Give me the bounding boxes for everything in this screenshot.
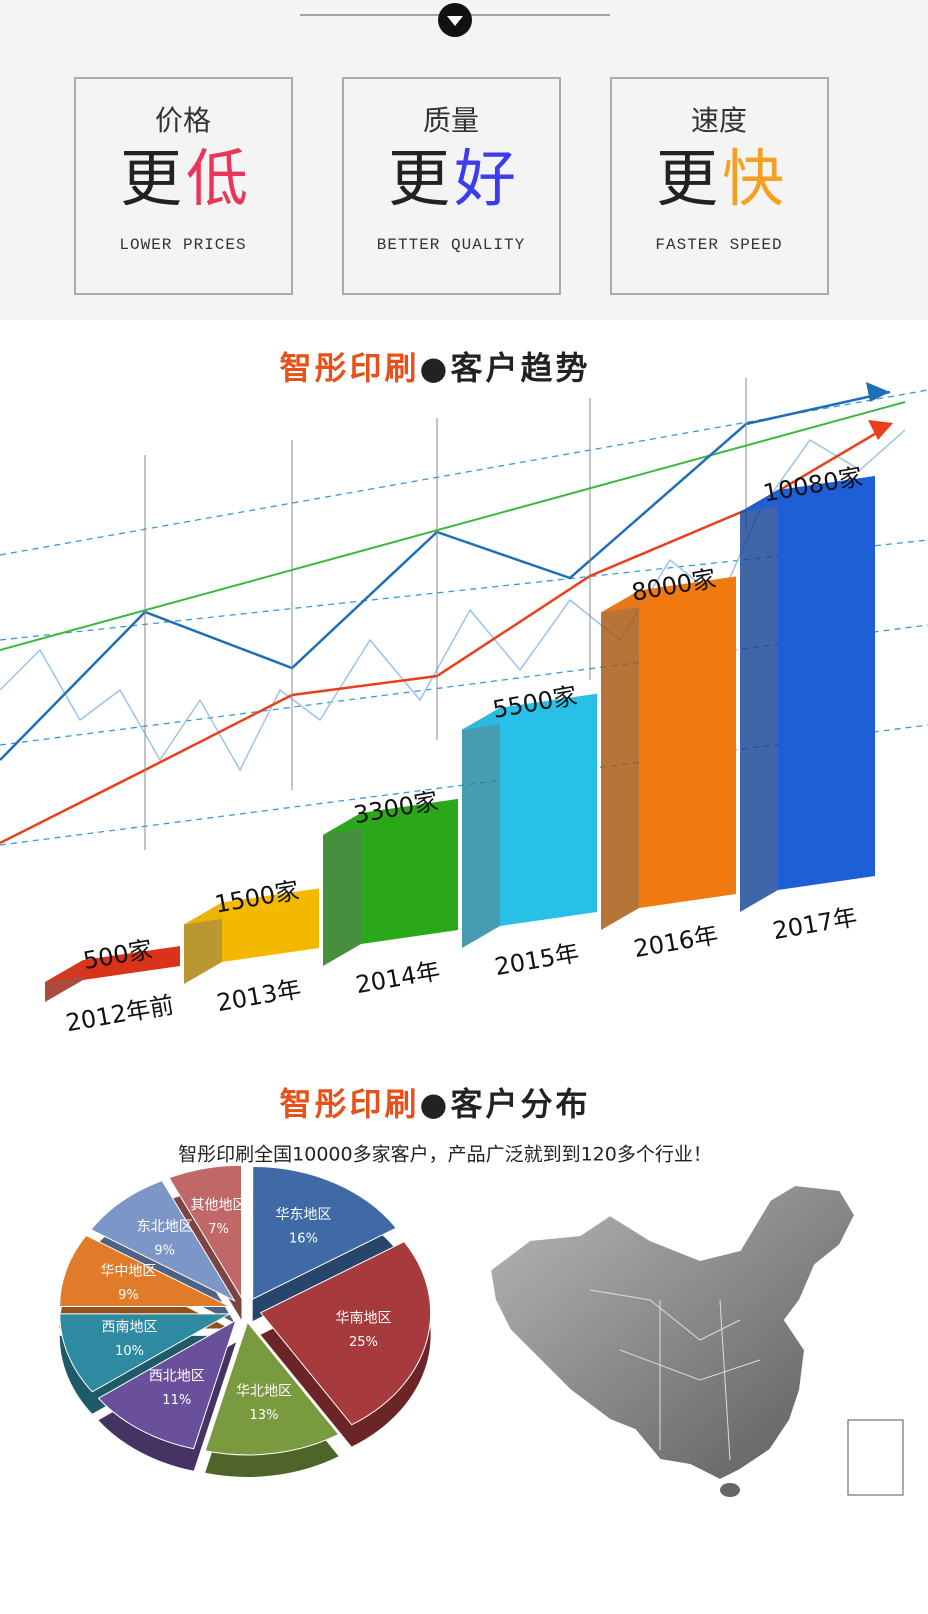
slice-label: 其他地区 [191,1198,247,1214]
feature-label: 速度 [691,104,747,137]
bar-top [601,576,736,613]
bar [500,693,597,926]
bar [361,799,458,944]
arrow-head [866,382,890,402]
slice-label: 华中地区 [100,1264,156,1280]
feature-label: 质量 [423,104,479,137]
slice-value: 11% [162,1393,191,1408]
bar-top [45,946,180,983]
feature-label: 价格 [155,104,211,137]
map-inset [847,1419,904,1496]
title-brand: 智彤印刷 [280,1085,420,1123]
x-tick-label: 2014年 [354,957,443,999]
bar-top [740,476,875,512]
arrow-head [868,420,893,440]
slice-label: 西北地区 [149,1368,205,1384]
slice [90,1180,236,1302]
bar-side [740,490,778,912]
subtitle: 智彤印刷全国10000多家客户，产品广泛就到到120多个行业！ [178,1144,712,1166]
feature-box [74,77,293,295]
map-shape [488,1183,857,1482]
slice-value: 25% [349,1335,378,1350]
feature-box [610,77,829,295]
dash-line [0,624,928,746]
feature-accent: 好 [454,142,516,215]
feature-main: 更 [120,142,182,215]
title-brand: 智彤印刷 [280,349,420,387]
bar [639,576,736,908]
feature-accent: 低 [186,142,248,215]
dash-line [0,539,928,641]
slice [97,1319,237,1450]
slice-label: 华南地区 [335,1311,391,1327]
bar-side [323,813,361,966]
slice-value: 9% [154,1243,175,1258]
bar [778,476,875,890]
bar-side [740,490,778,912]
feature-english: FASTER SPEED [655,236,782,254]
feature-accent: 快 [722,142,784,215]
bar-side [462,707,500,948]
slice-value: 7% [208,1222,229,1237]
slice-value: 10% [115,1344,144,1359]
slice-label: 西南地区 [102,1319,158,1335]
slice [204,1321,340,1456]
bar-side [601,590,639,930]
x-tick-label: 2017年 [771,903,860,945]
province-borders [589,1289,761,1461]
section-title: 智彤印刷●客户分布 [280,1085,591,1123]
slice [168,1164,243,1300]
title-text: ●客户分布 [420,1085,591,1123]
bar-top [184,888,319,925]
slice [59,1313,232,1393]
top-band [0,0,928,320]
slice-value: 13% [250,1408,279,1423]
bar-side [323,813,361,966]
feature-english: BETTER QUALITY [377,236,525,254]
china-map [488,1183,904,1497]
title-text: ●客户趋势 [420,349,591,387]
arrow-icon [447,16,463,26]
slice-value: 9% [118,1288,139,1303]
feature-english: LOWER PRICES [119,236,246,254]
island [720,1483,740,1497]
slice [259,1241,432,1426]
slice-label: 华北地区 [236,1384,292,1400]
slice-label: 华东地区 [275,1207,331,1223]
slice-label: 东北地区 [137,1219,193,1235]
bar-top [462,693,597,730]
feature-box [342,77,561,295]
bar-top [323,799,458,836]
feature-main: 更 [656,142,718,215]
slice-value: 16% [289,1232,318,1247]
slice [252,1165,398,1300]
feature-main: 更 [388,142,450,215]
bar-side [462,707,500,948]
green-line [0,401,906,651]
x-tick-label: 2013年 [215,975,304,1017]
x-tick-label: 2012年前 [64,991,176,1038]
section-title: 智彤印刷●客户趋势 [280,349,591,387]
slice [59,1234,230,1308]
x-tick-label: 2016年 [632,921,721,963]
bar-side [601,590,639,930]
x-tick-label: 2015年 [493,939,582,981]
